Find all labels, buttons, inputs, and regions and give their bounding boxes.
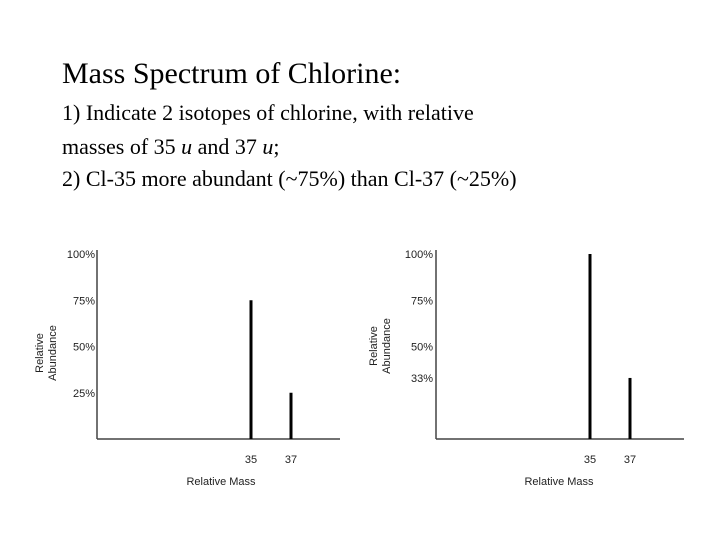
chart-1-xtick-labels: 35 37	[245, 454, 297, 466]
bullet-line-3: 2) Cl-35 more abundant (~75%) than Cl-37…	[62, 166, 517, 191]
chart-1-xtick-label: 37	[285, 454, 297, 466]
line-2-part-b: and 37	[192, 134, 263, 159]
unit-u-37: u	[262, 134, 274, 159]
chart-2-xtick-labels: 35 37	[584, 454, 636, 466]
slide-title: Mass Spectrum of Chlorine:	[62, 57, 402, 90]
chart-2-bars	[588, 254, 632, 439]
chart-2-ylabel-line-2: Abundance	[381, 318, 393, 374]
chart-2-xtick-label: 35	[584, 454, 596, 466]
chart-1-bars	[249, 300, 293, 439]
chart-1-ylabel-line-2: Abundance	[47, 325, 59, 381]
chart-1-ylabel-line-1: Relative	[34, 333, 46, 373]
chart-2-ytick-label: 33%	[411, 373, 433, 385]
chart-1-ytick-label: 100%	[67, 249, 95, 261]
unit-u-35: u	[181, 134, 193, 159]
chart-2-ylabel-line-1: Relative	[368, 326, 380, 366]
chart-2-ytick-label: 100%	[405, 249, 433, 261]
bullet-line-1: 1) Indicate 2 isotopes of chlorine, with…	[62, 100, 474, 125]
chart-1-ytick-label: 75%	[73, 295, 95, 307]
chart-1-axes	[96, 250, 340, 440]
line-2-part-a: masses of 35	[62, 134, 182, 159]
chart-1-ytick-labels: 100% 75% 50% 25%	[67, 249, 95, 400]
chart-2-ytick-label: 50%	[411, 342, 433, 354]
chart-2: Relative Abundance Relative Mass 100% 75%…	[368, 249, 684, 488]
chart-1: Relative Abundance Relative Mass 100% 75%…	[34, 249, 340, 488]
chart-2-ytick-label: 75%	[411, 295, 433, 307]
line-2-part-c: ;	[273, 134, 280, 159]
bullet-line-2: masses of 35 u and 37 u;	[62, 134, 280, 160]
chart-2-axes	[435, 250, 684, 440]
chart-1-xtick-label: 35	[245, 454, 257, 466]
chart-2-ytick-labels: 100% 75% 50% 33%	[405, 249, 433, 385]
chart-1-ytick-label: 50%	[73, 342, 95, 354]
chart-2-xtick-label: 37	[624, 454, 636, 466]
chart-2-xlabel: Relative Mass	[524, 476, 594, 488]
chart-1-ytick-label: 25%	[73, 388, 95, 400]
chart-1-xlabel: Relative Mass	[186, 476, 256, 488]
